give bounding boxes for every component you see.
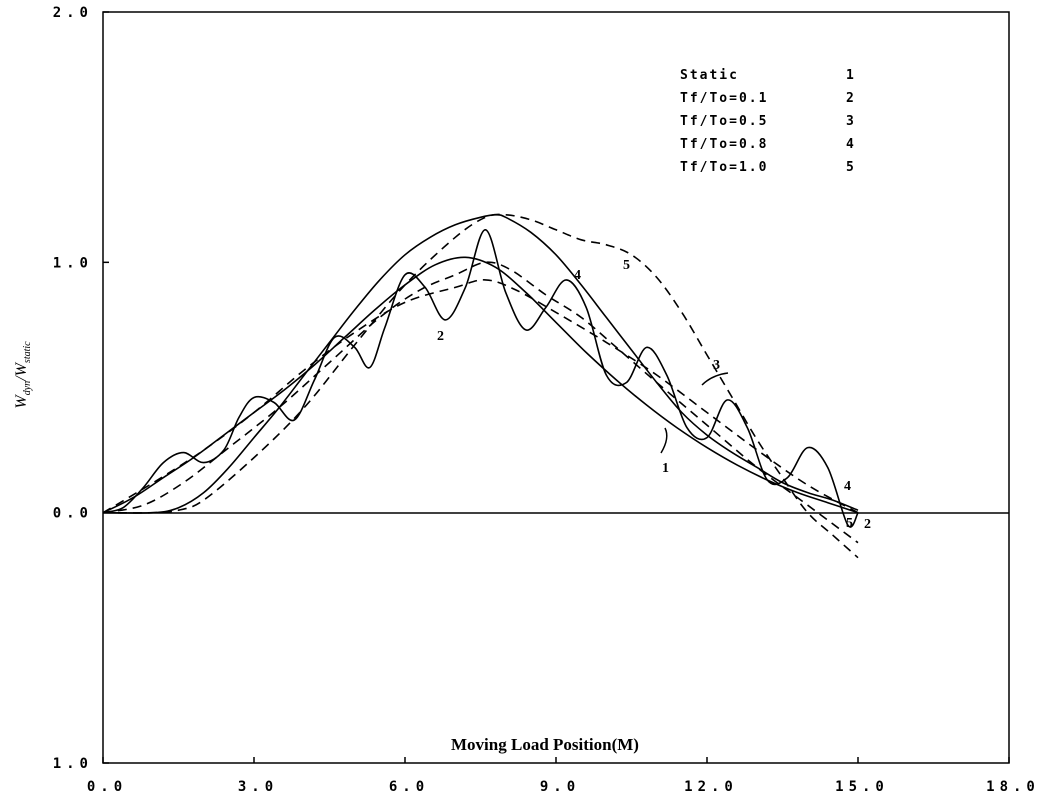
leader-1 <box>660 427 668 454</box>
y-tick-label: 1.0 <box>53 756 93 772</box>
legend-id: 2 <box>846 91 856 106</box>
y-label-sub1: dyn <box>22 381 33 395</box>
plot-border <box>102 11 1010 764</box>
leader-3 <box>701 372 729 386</box>
legend-id: 4 <box>846 137 856 152</box>
legend-label: Tf/To=0.1 <box>680 91 768 106</box>
x-tick-label: 3.0 <box>238 779 278 795</box>
legend-label: Tf/To=1.0 <box>680 160 768 175</box>
legend-label: Static <box>680 68 739 83</box>
series-line-2 <box>102 229 859 528</box>
curve-label-4-end: 4 <box>844 479 851 494</box>
series-layer <box>102 213 859 559</box>
x-tick-label: 6.0 <box>389 779 429 795</box>
y-axis: 2.0 1.0 0.0 1.0 <box>53 5 109 772</box>
y-tick-label: 1.0 <box>53 255 93 271</box>
y-tick-label: 2.0 <box>53 5 93 21</box>
curve-label-2: 2 <box>437 329 444 344</box>
curve-labels: 1 2 2 3 4 4 5 5 <box>437 258 871 532</box>
legend: Static 1 Tf/To=0.1 2 Tf/To=0.5 3 Tf/To=0.8 4 Tf/… <box>680 68 856 175</box>
x-tick-label: 9.0 <box>540 779 580 795</box>
y-label-sub2: static <box>22 341 33 363</box>
legend-label: Tf/To=0.8 <box>680 137 768 152</box>
label-leaders <box>660 372 729 454</box>
x-axis: 0.0 3.0 6.0 9.0 12.0 15.0 18.0 <box>87 757 1040 795</box>
x-tick-label: 12.0 <box>684 779 738 795</box>
curve-label-5: 5 <box>623 258 630 273</box>
curve-label-3: 3 <box>713 358 720 373</box>
x-tick-label: 0.0 <box>87 779 127 795</box>
y-tick-label: 0.0 <box>53 506 93 522</box>
y-axis-label: Wdyn/Wstatic <box>13 341 33 409</box>
legend-id: 3 <box>846 114 856 129</box>
x-axis-label: Moving Load Position(M) <box>451 735 639 754</box>
y-label-main: W <box>13 394 30 409</box>
legend-id: 5 <box>846 160 856 175</box>
series-line-5b <box>102 261 859 544</box>
x-tick-label: 15.0 <box>835 779 889 795</box>
x-tick-label: 18.0 <box>986 779 1040 795</box>
curve-label-4: 4 <box>574 268 581 283</box>
legend-id: 1 <box>846 68 856 83</box>
legend-label: Tf/To=0.5 <box>680 114 768 129</box>
series-line-3 <box>102 279 859 514</box>
series-line-5 <box>102 213 859 559</box>
series-line-1 <box>102 256 859 514</box>
curve-label-2-end: 2 <box>864 517 871 532</box>
y-label-sep: /W <box>13 361 30 381</box>
curve-label-1: 1 <box>662 461 669 476</box>
plot-frame <box>102 11 1010 764</box>
curve-label-5-end: 5 <box>846 516 853 531</box>
